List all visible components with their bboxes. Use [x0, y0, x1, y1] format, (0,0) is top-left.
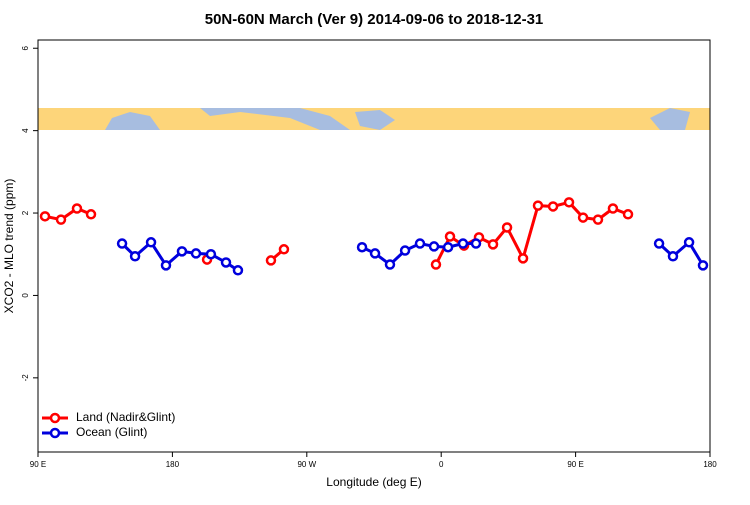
chart-title: 50N-60N March (Ver 9) 2014-09-06 to 2018…: [205, 11, 544, 28]
data-point: [220, 257, 232, 268]
legend-label: Land (Nadir&Glint): [76, 410, 175, 424]
data-point: [457, 238, 469, 249]
data-point: [278, 244, 290, 255]
data-point: [653, 238, 665, 249]
data-point: [356, 241, 368, 253]
x-tick-label: 90 E: [30, 460, 46, 469]
data-point: [145, 237, 157, 248]
data-point: [577, 212, 589, 223]
data-point: [176, 246, 188, 257]
data-point: [683, 237, 695, 248]
data-point: [55, 214, 67, 225]
data-point: [71, 203, 83, 214]
data-point: [384, 259, 396, 270]
y-tick-label: 2: [21, 210, 30, 215]
y-tick-label: 6: [21, 45, 30, 50]
data-point: [547, 201, 559, 212]
x-tick-label: 90 W: [297, 460, 316, 469]
data-point: [129, 251, 141, 262]
data-point: [232, 265, 244, 276]
x-tick-label: 90 E: [567, 460, 583, 469]
legend-label: Ocean (Glint): [76, 425, 147, 439]
data-point: [501, 222, 513, 233]
data-point: [444, 231, 456, 242]
data-point: [442, 241, 454, 253]
data-point: [428, 241, 440, 252]
x-tick-label: 0: [439, 460, 444, 469]
y-tick-label: 4: [21, 128, 30, 133]
x-tick-label: 180: [166, 460, 180, 469]
data-point: [85, 209, 97, 220]
y-tick-label: 0: [21, 293, 30, 298]
data-point: [39, 211, 51, 222]
map-strip: [38, 108, 710, 130]
legend-marker: [49, 412, 61, 424]
data-point: [697, 260, 709, 271]
data-point: [470, 238, 482, 249]
data-point: [592, 214, 604, 225]
data-point: [190, 248, 202, 259]
data-point: [607, 203, 619, 214]
data-point: [160, 260, 172, 271]
data-point: [622, 209, 634, 220]
data-point: [487, 239, 499, 250]
data-point: [205, 248, 217, 260]
y-axis-label: XCO2 - MLO trend (ppm): [2, 179, 16, 314]
x-tick-label: 180: [703, 460, 717, 469]
data-point: [399, 245, 411, 256]
data-point: [517, 253, 529, 264]
x-axis-label: Longitude (deg E): [326, 475, 421, 489]
data-point: [265, 255, 277, 266]
y-tick-label: -2: [21, 374, 30, 382]
plot-frame: [37, 39, 711, 453]
data-point: [563, 197, 575, 208]
data-point: [430, 259, 442, 270]
data-point: [532, 200, 544, 211]
data-point: [369, 248, 381, 259]
data-point: [667, 251, 679, 262]
data-point: [116, 238, 128, 249]
data-point: [414, 238, 426, 249]
legend-marker: [49, 427, 61, 439]
